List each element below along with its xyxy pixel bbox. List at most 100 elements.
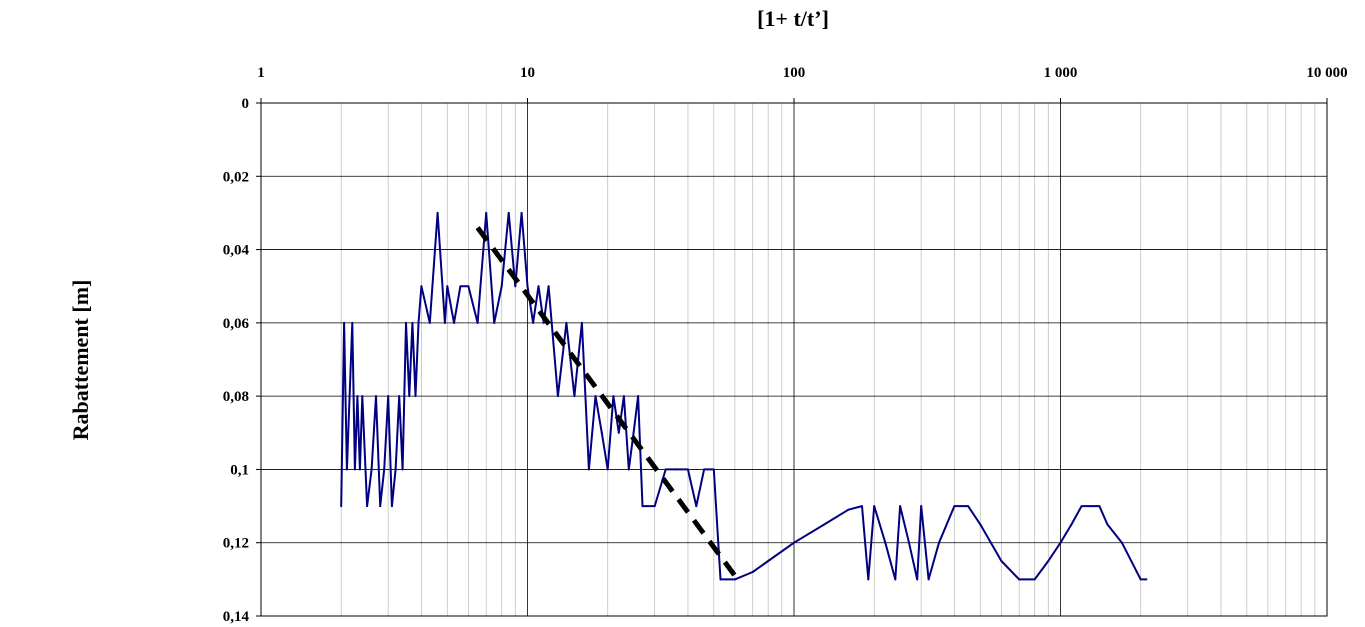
data-point (686, 468, 689, 471)
data-point (398, 395, 401, 398)
data-point (420, 285, 423, 288)
data-point (358, 468, 361, 471)
data-point (861, 505, 864, 508)
data-point (916, 578, 919, 581)
data-point (612, 395, 615, 398)
data-point (345, 468, 348, 471)
data-point (573, 395, 576, 398)
data-point (937, 541, 940, 544)
data-point (617, 431, 620, 434)
data-point (767, 560, 770, 563)
data-point (927, 578, 930, 581)
data-point (507, 211, 510, 214)
y-axis-title: Rabattement [m] (68, 280, 93, 441)
data-point (1047, 560, 1050, 563)
data-point (703, 468, 706, 471)
data-point (383, 468, 386, 471)
x-tick-label: 100 (783, 65, 806, 81)
data-point (1106, 523, 1109, 526)
y-tick-label: 0,02 (223, 169, 249, 185)
data-point (1145, 578, 1148, 581)
y-tick-label: 0 (242, 96, 250, 112)
data-point (1018, 578, 1021, 581)
data-point (606, 468, 609, 471)
data-point (379, 505, 382, 508)
data-point (500, 285, 503, 288)
x-tick-label: 10 000 (1306, 65, 1347, 81)
data-point (404, 321, 407, 324)
data-point (343, 321, 346, 324)
x-tick-label: 10 (520, 65, 535, 81)
data-point (695, 505, 698, 508)
x-axis-title: [1+ t/t’] (757, 6, 829, 31)
data-point (414, 395, 417, 398)
data-point (712, 468, 715, 471)
data-point (907, 541, 910, 544)
y-tick-label: 0,14 (223, 609, 250, 625)
data-point (1033, 578, 1036, 581)
data-point (446, 285, 449, 288)
y-tick-label: 0,12 (223, 536, 249, 552)
data-point (823, 523, 826, 526)
data-point (979, 523, 982, 526)
data-point (645, 505, 648, 508)
y-tick-labels: 0 0,02 0,04 0,06 0,08 0,1 0,12 0,14 (223, 96, 250, 625)
data-point (793, 541, 795, 544)
data-point (632, 431, 635, 434)
data-point (664, 468, 667, 471)
data-point (411, 321, 414, 324)
data-point (485, 211, 488, 214)
data-point (390, 505, 393, 508)
data-point (953, 505, 956, 508)
data-point (374, 395, 377, 398)
data-point (453, 321, 456, 324)
y-tick-label: 0,08 (223, 389, 249, 405)
data-point (443, 321, 446, 324)
data-point (587, 468, 590, 471)
data-point (459, 285, 462, 288)
data-point (394, 468, 397, 471)
data-point (894, 578, 897, 581)
data-point (408, 395, 411, 398)
data-point (532, 321, 535, 324)
data-point (370, 468, 373, 471)
data-point (641, 505, 644, 508)
data-point (467, 285, 470, 288)
data-point (542, 321, 545, 324)
data-point (967, 505, 970, 508)
data-point (719, 578, 722, 581)
data-point (733, 578, 736, 581)
data-point (361, 395, 364, 398)
data-point (873, 505, 876, 508)
data-point (847, 508, 850, 511)
data-point (594, 395, 597, 398)
data-point (1120, 541, 1123, 544)
data-point (1080, 505, 1083, 508)
data-point (580, 321, 583, 324)
data-point (351, 321, 354, 324)
data-point (547, 285, 550, 288)
data-point (1070, 523, 1073, 526)
x-tick-labels: 1 10 100 1 000 10 000 (257, 65, 1347, 81)
data-point (899, 505, 902, 508)
data-point (340, 505, 343, 508)
data-point (520, 211, 523, 214)
data-point (428, 321, 431, 324)
drawdown-series-line (340, 211, 1147, 581)
plot-area-frame (260, 102, 1328, 617)
data-point (514, 285, 517, 288)
data-point (637, 395, 640, 398)
series-layer (340, 211, 1148, 581)
data-point (356, 395, 359, 398)
data-point (348, 395, 351, 398)
data-point (366, 505, 369, 508)
y-tick-label: 0,04 (223, 243, 250, 259)
data-point (417, 321, 420, 324)
data-point (622, 395, 625, 398)
x-tick-label: 1 000 (1044, 65, 1078, 81)
data-point (556, 395, 559, 398)
data-point (526, 285, 529, 288)
y-tick-label: 0,06 (223, 316, 250, 332)
data-point (1089, 505, 1092, 508)
